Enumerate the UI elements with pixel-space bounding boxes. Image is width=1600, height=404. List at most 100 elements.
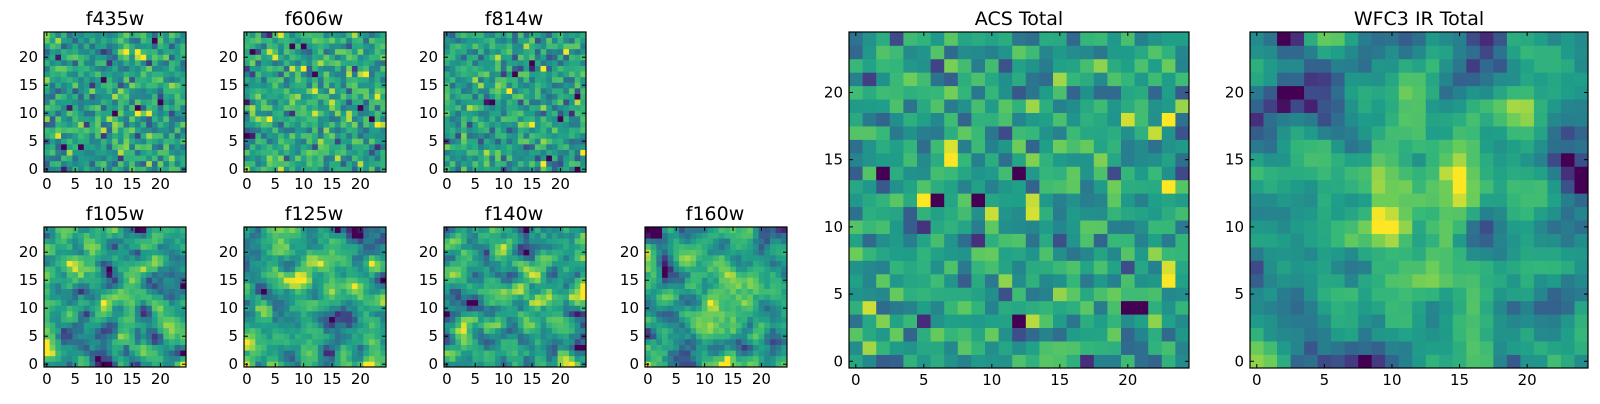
heatmap-cell (341, 127, 347, 133)
heatmap-cell (535, 150, 541, 156)
heatmap-cell (169, 99, 175, 105)
heatmap-cell (255, 32, 261, 38)
heatmap-cell (558, 43, 564, 49)
heatmap-cell (450, 317, 456, 323)
heatmap-cells (244, 227, 386, 367)
heatmap-cell (472, 82, 478, 88)
heatmap-cell (175, 105, 181, 111)
heatmap-cell (679, 350, 685, 356)
heatmap-cell (890, 314, 904, 328)
heatmap-cell (129, 99, 135, 105)
heatmap-cell (563, 43, 569, 49)
heatmap-cell (261, 32, 267, 38)
heatmap-cell (89, 283, 95, 289)
heatmap-cell (679, 294, 685, 300)
heatmap-cell (707, 322, 713, 328)
heatmap-cell (730, 244, 736, 250)
heatmap-cell (84, 339, 90, 345)
heatmap-cell (863, 220, 877, 234)
heatmap-cell (461, 116, 467, 122)
heatmap-cell (175, 333, 181, 339)
heatmap-cell (112, 49, 118, 55)
heatmap-cell (455, 60, 461, 66)
heatmap-cell (770, 356, 776, 362)
heatmap-cell (518, 77, 524, 83)
heatmap-cell (535, 283, 541, 289)
heatmap-cell (163, 105, 169, 111)
heatmap-cell (863, 207, 877, 221)
heatmap-cell (329, 116, 335, 122)
heatmap-cell (461, 339, 467, 345)
heatmap-cell (575, 300, 581, 306)
y-tick-label: 15 (19, 271, 38, 289)
heatmap-cell (124, 71, 130, 77)
heatmap-cell (552, 77, 558, 83)
heatmap-cell (318, 88, 324, 94)
heatmap-cell (501, 133, 507, 139)
heatmap-cell (450, 249, 456, 255)
heatmap-cell (289, 122, 295, 128)
heatmap-cell (1067, 193, 1081, 207)
heatmap-cell (50, 82, 56, 88)
heatmap-cell (558, 328, 564, 334)
heatmap-cell (101, 272, 107, 278)
heatmap-cell (335, 272, 341, 278)
heatmap-cell (50, 289, 56, 295)
heatmap-cell (341, 333, 347, 339)
heatmap-cell (152, 32, 158, 38)
heatmap-cell (169, 227, 175, 233)
heatmap-cell (335, 116, 341, 122)
heatmap-cell (495, 77, 501, 83)
heatmap-cell (546, 345, 552, 351)
heatmap-cell (352, 283, 358, 289)
heatmap-cell (124, 43, 130, 49)
heatmap-cell (450, 116, 456, 122)
heatmap-cell (175, 43, 181, 49)
heatmap-cell (776, 345, 782, 351)
heatmap-cell (776, 322, 782, 328)
heatmap-cell (668, 289, 674, 295)
heatmap-cell (707, 277, 713, 283)
heatmap-cell (358, 333, 364, 339)
heatmap-cell (563, 322, 569, 328)
heatmap-cell (512, 66, 518, 72)
heatmap-cell (1012, 180, 1026, 194)
heatmap-cell (358, 233, 364, 239)
heatmap-cell (250, 88, 256, 94)
heatmap-cell (163, 294, 169, 300)
heatmap-cell (1148, 260, 1162, 274)
heatmap-cell (244, 66, 250, 72)
heatmap-cell (284, 305, 290, 311)
heatmap-cell (346, 116, 352, 122)
heatmap-cell (524, 238, 530, 244)
heatmap-cell (546, 138, 552, 144)
heatmap-cell (535, 345, 541, 351)
heatmap-cell (1026, 355, 1040, 369)
heatmap-cell (67, 155, 73, 161)
heatmap-cell (124, 150, 130, 156)
heatmap-cell (1162, 180, 1176, 194)
heatmap-cell (312, 127, 318, 133)
heatmap-cell (301, 144, 307, 150)
heatmap-cell (89, 345, 95, 351)
heatmap-cell (575, 322, 581, 328)
heatmap-cell (569, 105, 575, 111)
heatmap-cell (44, 255, 50, 261)
heatmap-cell (163, 60, 169, 66)
heatmap-cell (541, 233, 547, 239)
heatmap-cell (358, 144, 364, 150)
heatmap-cell (329, 249, 335, 255)
heatmap-cell (484, 300, 490, 306)
heatmap-cell (306, 122, 312, 128)
heatmap-cell (146, 116, 152, 122)
heatmap-cell (776, 339, 782, 345)
heatmap-cell (329, 122, 335, 128)
heatmap-cell (89, 105, 95, 111)
heatmap-cell (484, 66, 490, 72)
heatmap-cell (484, 322, 490, 328)
heatmap-cell (668, 227, 674, 233)
heatmap-cell (707, 328, 713, 334)
heatmap-cell (152, 322, 158, 328)
heatmap-cell (312, 345, 318, 351)
heatmap-cell (169, 105, 175, 111)
